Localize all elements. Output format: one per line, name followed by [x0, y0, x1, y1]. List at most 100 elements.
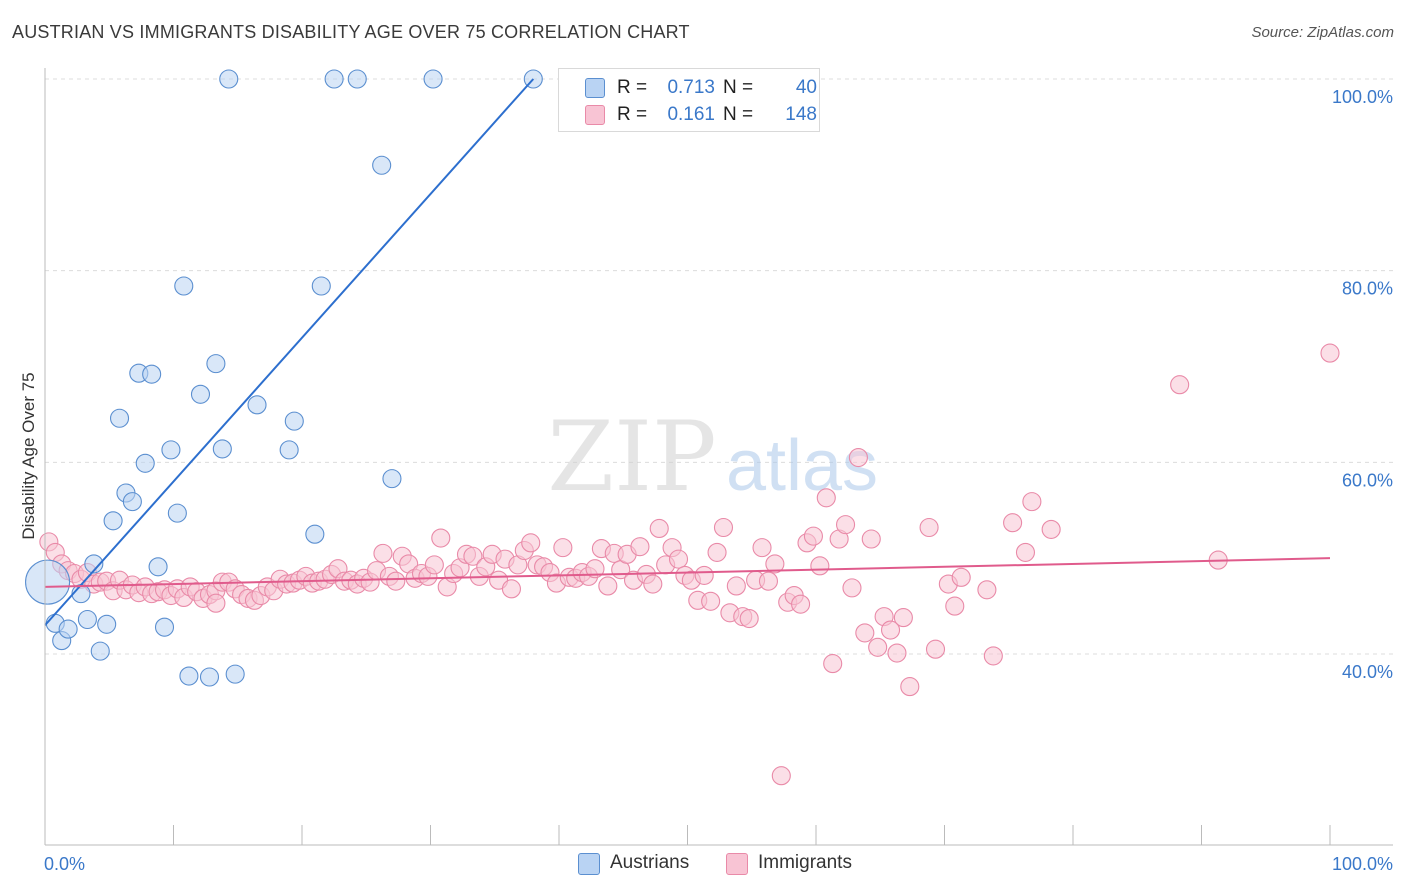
immigrants-point — [694, 565, 714, 585]
immigrants-point — [585, 559, 605, 579]
immigrants-r-label: R = — [617, 104, 648, 125]
immigrants-point — [925, 639, 946, 659]
austrians-legend-label: Austrians — [610, 852, 690, 873]
austrians-point — [167, 503, 187, 523]
immigrants-point — [649, 518, 669, 539]
austrians-point — [97, 614, 117, 634]
immigrants-point — [1041, 519, 1061, 539]
y-tick-label: 60.0% — [1342, 470, 1393, 490]
axes: 100.0% 80.0% 60.0% 40.0% 0.0% 100.0% — [44, 68, 1393, 874]
austrians-point — [84, 554, 104, 574]
immigrants-point — [463, 546, 483, 566]
immigrants-point — [726, 576, 746, 596]
immigrants-point — [386, 571, 406, 591]
immigrants-point — [855, 623, 875, 643]
immigrants-point — [848, 447, 868, 468]
x-tick-label: 0.0% — [44, 854, 85, 874]
grid-layer — [45, 78, 1393, 655]
y-tick-label: 80.0% — [1342, 279, 1393, 299]
immigrants-point — [1022, 492, 1042, 512]
immigrants-point — [206, 593, 226, 613]
immigrants-point — [983, 646, 1003, 666]
immigrants-point — [945, 596, 965, 616]
austrians-point — [382, 469, 402, 489]
immigrants-point — [900, 677, 920, 697]
y-tick-label: 100.0% — [1332, 87, 1393, 107]
austrians-point — [219, 69, 239, 89]
immigrants-point — [598, 576, 618, 596]
immigrants-point — [643, 574, 663, 594]
y-axis-title: Disability Age Over 75 — [19, 372, 38, 539]
austrians-point — [142, 364, 162, 384]
immigrants-point — [919, 517, 939, 538]
austrians-point — [174, 276, 194, 296]
austrians-point — [212, 439, 232, 459]
immigrants-point — [521, 533, 541, 553]
immigrants-points — [39, 343, 1340, 786]
bottom-legend-austrians[interactable]: Austrians — [578, 850, 708, 876]
immigrants-trend-line — [44, 557, 1331, 588]
immigrants-point — [951, 567, 971, 587]
austrians-point — [77, 609, 97, 630]
austrians-point — [206, 354, 226, 374]
immigrants-point — [630, 537, 650, 557]
austrians-point — [324, 69, 344, 89]
immigrants-point — [713, 517, 734, 538]
immigrants-point — [553, 538, 573, 558]
austrians-r-label: R = — [617, 77, 648, 98]
austrians-point — [423, 69, 443, 89]
immigrants-point — [501, 579, 522, 599]
watermark-zip: ZIP — [547, 401, 716, 513]
austrians-point — [161, 440, 181, 460]
immigrants-n-value: 148 — [785, 104, 817, 125]
immigrants-point — [431, 528, 451, 548]
immigrants-point — [977, 580, 997, 600]
immigrants-point — [893, 608, 913, 628]
austrians-point — [103, 511, 123, 531]
chart-title: AUSTRIAN VS IMMIGRANTS DISABILITY AGE OV… — [12, 22, 690, 42]
austrians-point — [347, 69, 367, 89]
austrians-point — [225, 664, 245, 684]
austrians-swatch — [585, 78, 605, 98]
austrians-point — [190, 384, 211, 404]
immigrants-r-value: 0.161 — [667, 104, 715, 125]
immigrants-point — [816, 488, 836, 508]
austrians-points — [25, 69, 543, 687]
austrians-point — [311, 276, 331, 296]
immigrants-point — [1170, 375, 1190, 395]
legend-box: R = 0.713 N = 40 R = 0.161 N = 148 — [558, 68, 820, 132]
austrians-trend-line — [44, 78, 535, 626]
x-tick-label: 100.0% — [1332, 854, 1393, 874]
immigrants-point — [842, 578, 862, 598]
austrians-point — [199, 667, 220, 687]
immigrants-point — [861, 529, 881, 549]
austrians-r-value: 0.713 — [667, 77, 715, 98]
austrians-point — [372, 155, 392, 175]
austrians-point — [58, 619, 78, 639]
immigrants-point — [823, 654, 843, 674]
immigrants-point — [880, 620, 901, 640]
immigrants-point — [752, 538, 772, 558]
immigrants-point — [868, 637, 888, 657]
immigrants-point — [758, 571, 779, 591]
austrians-point — [25, 559, 71, 605]
y-tick-label: 40.0% — [1342, 662, 1393, 682]
austrians-point — [122, 492, 142, 512]
austrians-point — [179, 666, 199, 686]
immigrants-point — [836, 515, 856, 535]
austrians-point — [284, 411, 304, 431]
austrians-point — [109, 408, 130, 428]
immigrants-n-label: N = — [723, 104, 754, 125]
source-label: Source: ZipAtlas.com — [1251, 24, 1394, 41]
bottom-legend-immigrants[interactable]: Immigrants — [726, 850, 876, 876]
immigrants-swatch — [585, 105, 605, 125]
immigrants-point — [424, 555, 444, 575]
immigrants-legend-label: Immigrants — [758, 852, 852, 873]
austrians-n-value: 40 — [795, 77, 817, 98]
austrians-point — [279, 440, 299, 460]
immigrants-point — [803, 526, 823, 546]
immigrants-point — [1015, 542, 1036, 562]
watermark-atlas: atlas — [726, 426, 878, 506]
immigrants-point — [739, 608, 759, 629]
